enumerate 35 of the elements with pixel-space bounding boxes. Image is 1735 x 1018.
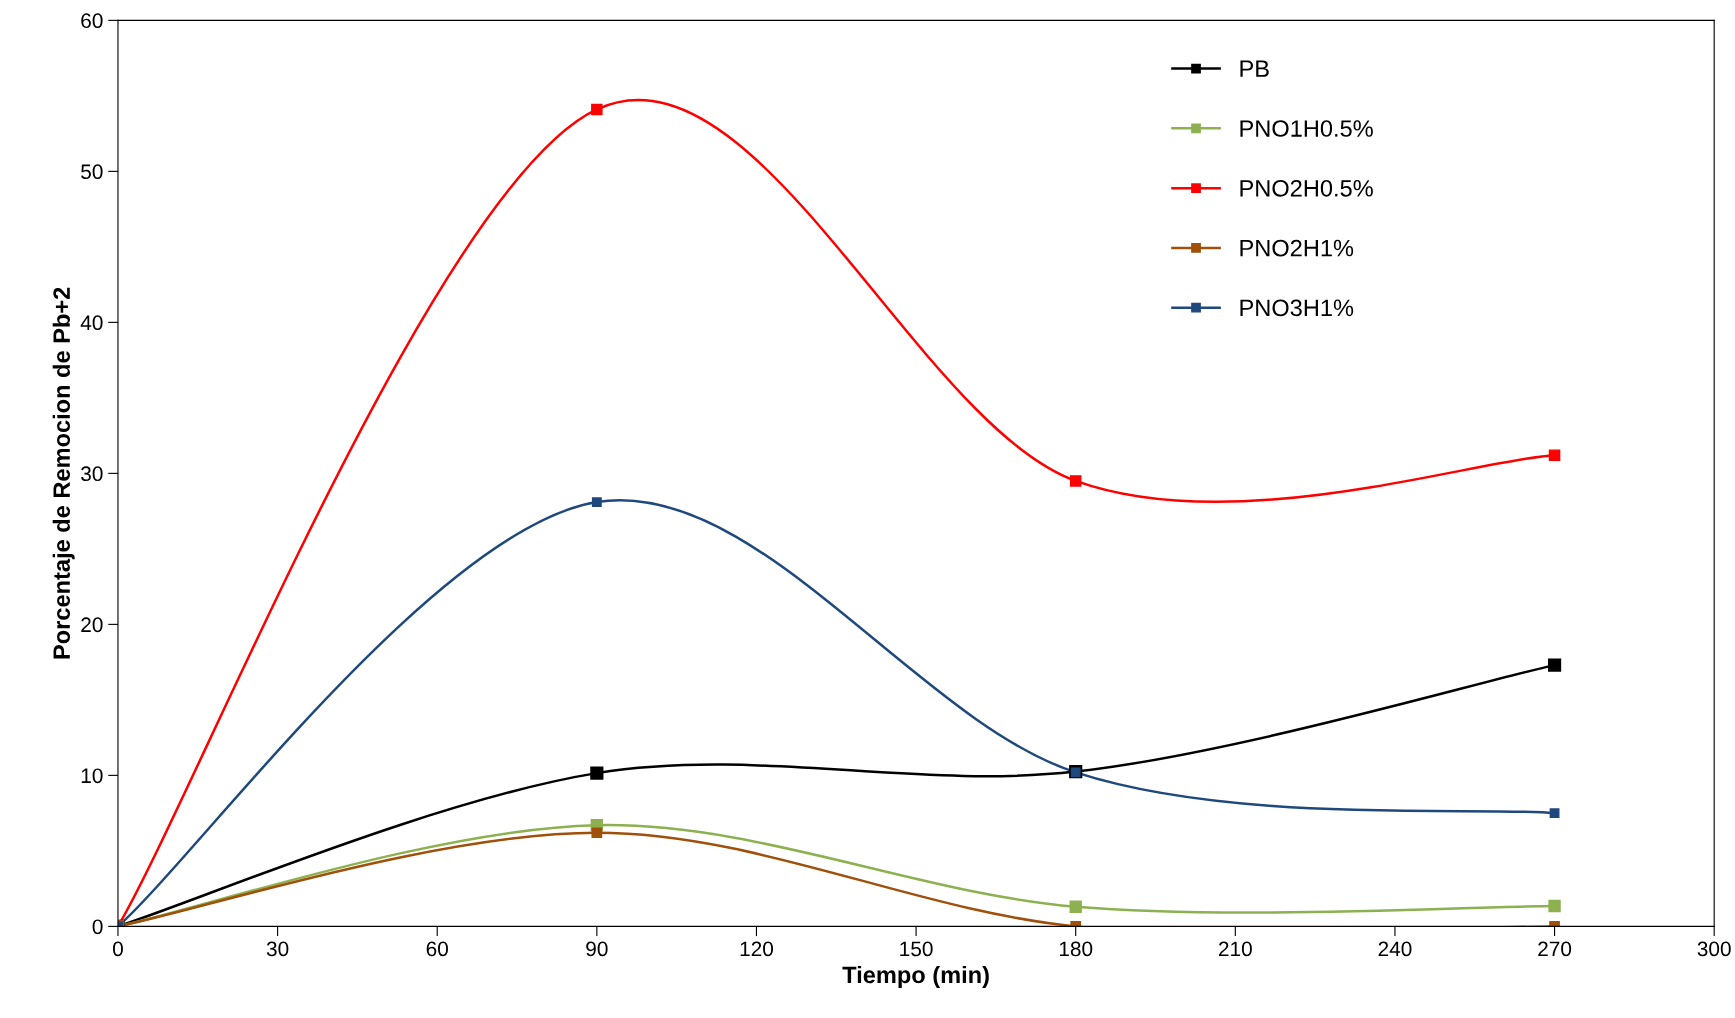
x-axis-title: Tiempo (min) bbox=[842, 965, 989, 988]
x-tick-label: 150 bbox=[900, 941, 933, 957]
y-axis-title: Porcentaje de Remocion de Pb+2 bbox=[52, 287, 75, 659]
y-tick-label: 40 bbox=[80, 315, 103, 331]
legend-label: PNO2H1% bbox=[1240, 239, 1354, 257]
y-tick-label: 20 bbox=[81, 617, 103, 633]
x-tick-label: 120 bbox=[740, 941, 774, 957]
legend-label: PNO3H1% bbox=[1240, 299, 1354, 317]
x-tick-label: 30 bbox=[266, 941, 289, 957]
x-tick-label: 270 bbox=[1538, 941, 1572, 957]
legend-label: PB bbox=[1240, 60, 1269, 77]
point bbox=[590, 766, 604, 780]
point bbox=[591, 103, 603, 116]
x-tick-label: 180 bbox=[1059, 941, 1093, 957]
y-tick-label: 0 bbox=[92, 919, 103, 935]
x-tick-label: 90 bbox=[586, 941, 608, 957]
point bbox=[1069, 900, 1082, 913]
legend-label: PNO1H0.5% bbox=[1240, 120, 1373, 137]
point bbox=[1069, 475, 1082, 487]
y-tick-label: 30 bbox=[81, 466, 103, 482]
y-tick-label: 50 bbox=[81, 164, 103, 180]
point bbox=[591, 497, 602, 507]
point bbox=[1548, 899, 1561, 913]
point bbox=[1549, 808, 1560, 819]
point bbox=[1547, 658, 1562, 672]
x-tick-label: 0 bbox=[113, 941, 123, 957]
x-tick-label: 300 bbox=[1697, 941, 1731, 957]
x-tick-label: 60 bbox=[426, 941, 448, 957]
point bbox=[1548, 449, 1561, 462]
x-tick-label: 240 bbox=[1378, 941, 1412, 957]
y-tick-label: 60 bbox=[81, 13, 103, 29]
legend-label: PNO2H0.5% bbox=[1240, 179, 1373, 197]
y-tick-label: 10 bbox=[81, 768, 103, 784]
x-tick-label: 210 bbox=[1218, 941, 1252, 957]
point bbox=[591, 827, 603, 839]
